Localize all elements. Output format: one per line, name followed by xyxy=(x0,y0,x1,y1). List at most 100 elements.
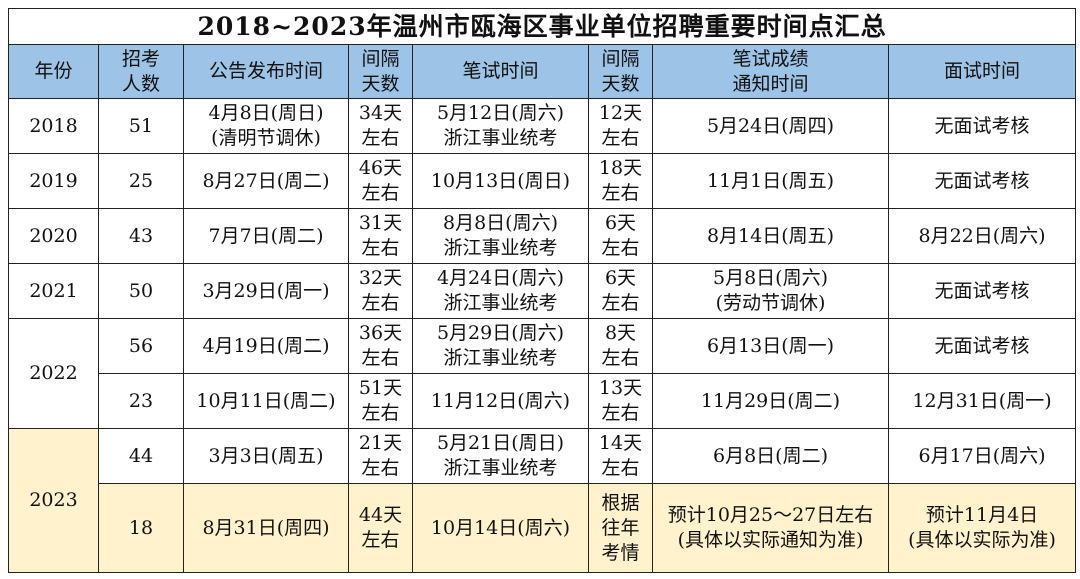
gap1-cell: 36天 左右 xyxy=(348,318,413,374)
gap2-cell: 14天 左右 xyxy=(588,428,653,484)
year-cell: 2023 xyxy=(8,428,99,573)
interview-cell: 无面试考核 xyxy=(887,98,1077,154)
gap2-cell-line: 13天 xyxy=(598,377,643,399)
gap1-cell-line: 34天 xyxy=(358,102,403,124)
column-header-line: 人数 xyxy=(121,72,160,95)
table-body: 2018 51 4月8日(周日) (清明节调休) 34天 左右 5月12日(周六) 浙江事业统… xyxy=(8,98,1077,573)
interview-cell-line: 预计11月4日 xyxy=(925,504,1039,526)
gap2-cell-line: 12天 xyxy=(598,102,643,124)
interview-cell: 6月17日(周六) xyxy=(887,428,1077,484)
gap1-cell-line: 左右 xyxy=(361,182,400,204)
exam-cell: 8月8日(周六) 浙江事业统考 xyxy=(412,208,589,264)
announce-cell: 4月19日(周二) xyxy=(183,318,349,374)
gap2-cell: 18天左右 xyxy=(588,153,653,209)
table-row: 2019 25 8月27日(周二) 46天 左右 10月13日(周日) 18天 左右 11月1日… xyxy=(8,153,1077,209)
announce-cell: 10月11日(周二) xyxy=(183,373,349,429)
exam-cell-line: 10月14日(周六) xyxy=(430,516,571,539)
count-cell: 51 xyxy=(98,98,184,154)
gap1-cell-line: 左右 xyxy=(361,402,400,424)
gap1-cell: 51天 左右 xyxy=(348,373,413,429)
column-header: 公告发布时间 xyxy=(183,44,349,99)
announce-cell-line: 10月11日(周二) xyxy=(196,389,336,412)
column-header: 间隔 天数 xyxy=(588,44,653,99)
count-cell: 43 xyxy=(98,208,184,264)
column-header: 年份 xyxy=(8,44,99,99)
exam-cell-line: 浙江事业统考 xyxy=(443,237,558,259)
score-cell: 6月13日(周一) xyxy=(652,318,889,374)
exam-cell: 5月29日(周六) 浙江事业统考 xyxy=(412,318,589,374)
gap1-cell: 44天 左右 xyxy=(348,483,413,573)
gap1-cell-line: 46天 xyxy=(358,157,403,179)
gap1-cell-line: 左右 xyxy=(361,457,400,479)
exam-cell-line: 4月24日(周六) xyxy=(436,267,565,289)
score-cell: 8月14日(周五) xyxy=(652,208,889,264)
announce-cell: 3月29日(周一) xyxy=(183,263,349,319)
column-header-line: 面试时间 xyxy=(944,60,1021,82)
table-row: 2023 44 3月3日(周五) 21天 左右 5月21日(周日) 浙江事业统考 14天 左右 6… xyxy=(8,428,1077,573)
count-cell: 56 xyxy=(98,318,184,374)
exam-cell: 10月14日(周六) xyxy=(412,483,589,573)
column-header-line: 天数 xyxy=(601,72,640,95)
gap1-cell: 32天 左右 xyxy=(348,263,413,319)
exam-cell-line: 11月12日(周六) xyxy=(430,389,571,412)
interview-cell-line: 6月17日(周六) xyxy=(918,444,1046,467)
gap2-cell: 12天 左右 xyxy=(588,98,653,154)
column-header-line: 间隔 xyxy=(361,47,400,70)
count-cell: 25 xyxy=(98,153,184,209)
interview-cell: 8月22日(周六) xyxy=(887,208,1077,264)
interview-cell-line: (具体以实际为准) xyxy=(908,529,1056,551)
table-row: 2018 51 4月8日(周日) (清明节调休) 34天 左右 5月12日(周六) 浙江事业统… xyxy=(8,98,1077,154)
gap1-cell-line: 左右 xyxy=(361,292,400,314)
exam-cell-line: 浙江事业统考 xyxy=(443,457,558,479)
gap2-cell-line: 18天 xyxy=(598,157,643,179)
interview-cell-line: 无面试考核 xyxy=(934,169,1030,192)
announce-cell-line: 8月31日(周四) xyxy=(202,516,330,539)
gap2-cell: 6天 左右 xyxy=(588,208,653,264)
score-cell-line: 预计10月25～27日左右 xyxy=(667,504,874,526)
announce-cell: 3月3日(周五) xyxy=(183,428,349,484)
gap2-cell-line: 左右 xyxy=(601,347,640,369)
score-cell-line: 5月8日(周六) xyxy=(712,267,828,289)
column-header-line: 通知时间 xyxy=(732,72,809,95)
score-cell-line: (具体以实际通知为准) xyxy=(677,529,864,551)
count-cell: 50 xyxy=(98,263,184,319)
interview-cell: 无面试考核 xyxy=(887,318,1077,374)
year-cell: 2018 xyxy=(8,98,99,154)
column-header: 招考 人数 xyxy=(98,44,184,99)
announce-cell: 4月8日(周日) (清明节调休) xyxy=(183,98,349,154)
year-cell: 2019 xyxy=(8,153,99,209)
score-cell: 11月29日(周二) xyxy=(652,373,889,429)
gap2-cell-line: 往年 xyxy=(601,516,640,539)
gap2-cell-line: 左右 xyxy=(601,182,640,204)
gap2-cell-line: 考情 xyxy=(601,541,640,564)
table-row: 23 10月11日(周二) 51天 左右 11月12日(周六) 13天 左右 11月29日(周… xyxy=(9,373,1077,429)
announce-cell-line: 3月29日(周一) xyxy=(202,279,330,302)
gap2-cell-line: 14天 xyxy=(598,432,643,454)
gap1-cell: 46天左右 xyxy=(348,153,413,209)
gap1-cell-line: 31天 xyxy=(358,212,403,234)
announce-cell-line: 3月3日(周五) xyxy=(208,444,324,467)
gap2-cell-line: 根据 xyxy=(601,491,640,514)
gap2-cell: 6天左右 xyxy=(588,263,653,319)
exam-cell: 11月12日(周六) xyxy=(412,373,589,429)
column-header-line: 天数 xyxy=(361,72,400,95)
gap2-cell-line: 6天 xyxy=(604,267,637,289)
announce-cell-line: 7月7日(周二) xyxy=(208,224,324,247)
header-row: 年份 招考 人数 公告发布时间 间隔 天数 笔试时间 间隔 天数 笔试成绩 通知时间 面试时间 xyxy=(8,44,1077,99)
exam-cell: 5月21日(周日) 浙江事业统考 xyxy=(412,428,589,484)
interview-cell: 无面试考核 xyxy=(887,153,1077,209)
gap2-cell-line: 左右 xyxy=(601,402,640,424)
gap2-cell-line: 左右 xyxy=(601,292,640,314)
column-header-line: 笔试成绩 xyxy=(732,47,809,70)
announce-cell: 8月27日(周二) xyxy=(183,153,349,209)
exam-cell-line: 浙江事业统考 xyxy=(443,347,558,369)
exam-cell: 10月13日(周日) xyxy=(412,153,589,209)
score-cell-line: 5月24日(周四) xyxy=(706,114,835,137)
exam-cell-line: 8月8日(周六) xyxy=(442,212,558,234)
interview-cell-line: 12月31日(周一) xyxy=(912,389,1052,412)
announce-cell-line: 4月19日(周二) xyxy=(202,334,330,357)
gap1-cell: 34天 左右 xyxy=(348,98,413,154)
announce-cell-line: (清明节调休) xyxy=(211,127,321,149)
year-cell: 2020 xyxy=(8,208,99,264)
column-header: 间隔 天数 xyxy=(348,44,413,99)
